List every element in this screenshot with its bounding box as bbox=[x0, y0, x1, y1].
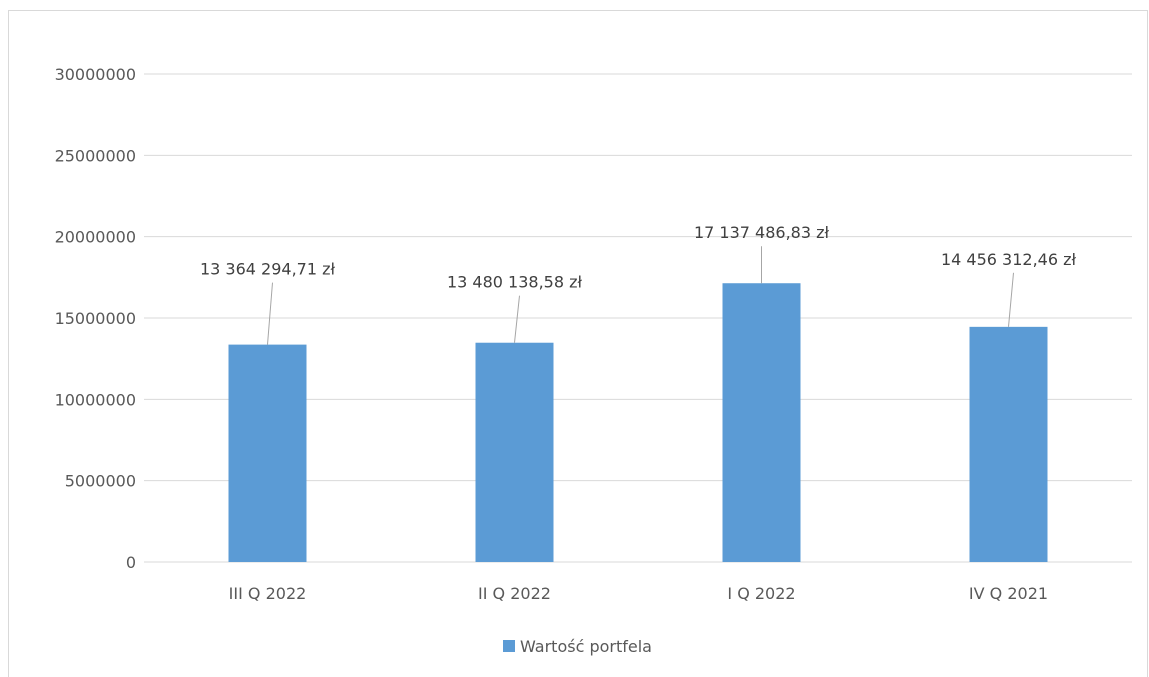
y-tick-label: 30000000 bbox=[55, 65, 136, 84]
x-tick-label: I Q 2022 bbox=[727, 584, 795, 603]
gridlines bbox=[144, 73, 1132, 563]
y-tick-label: 20000000 bbox=[55, 228, 136, 247]
legend-label: Wartość portfela bbox=[520, 637, 652, 656]
data-label: 17 137 486,83 zł bbox=[694, 223, 830, 242]
legend-swatch bbox=[503, 640, 515, 652]
data-label: 14 456 312,46 zł bbox=[941, 250, 1077, 269]
x-axis-ticks: III Q 2022 II Q 2022 I Q 2022 IV Q 2021 bbox=[229, 584, 1048, 603]
bar bbox=[475, 342, 554, 562]
data-labels: 13 364 294,71 zł 13 480 138,58 zł 17 137 4… bbox=[200, 223, 1077, 291]
data-label: 13 364 294,71 zł bbox=[200, 260, 336, 279]
data-label: 13 480 138,58 zł bbox=[447, 273, 583, 292]
x-tick-label: II Q 2022 bbox=[478, 584, 551, 603]
y-tick-label: 0 bbox=[126, 553, 136, 572]
bar bbox=[228, 344, 307, 562]
bars bbox=[228, 283, 1048, 562]
leader-line bbox=[267, 282, 273, 345]
y-axis-ticks: 0 5000000 10000000 15000000 20000000 25000000… bbox=[55, 65, 136, 572]
legend: Wartość portfela bbox=[503, 637, 652, 656]
leader-lines bbox=[267, 246, 1014, 345]
chart-frame bbox=[8, 10, 1148, 677]
y-tick-label: 5000000 bbox=[65, 472, 136, 491]
bar bbox=[722, 283, 801, 562]
x-tick-label: III Q 2022 bbox=[229, 584, 307, 603]
x-tick-label: IV Q 2021 bbox=[969, 584, 1048, 603]
leader-line bbox=[1008, 272, 1014, 327]
y-tick-label: 10000000 bbox=[55, 390, 136, 409]
leader-line bbox=[514, 295, 520, 343]
y-tick-label: 25000000 bbox=[55, 146, 136, 165]
bar bbox=[969, 326, 1048, 562]
y-tick-label: 15000000 bbox=[55, 309, 136, 328]
